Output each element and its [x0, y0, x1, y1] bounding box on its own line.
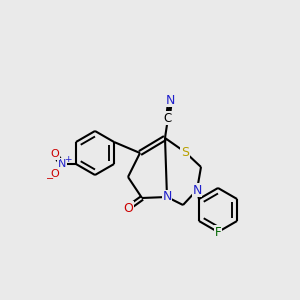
Text: −: −	[46, 174, 54, 184]
Text: N: N	[165, 94, 175, 106]
Text: N: N	[162, 190, 172, 203]
Text: S: S	[181, 146, 189, 158]
Text: O: O	[51, 169, 59, 179]
Text: F: F	[215, 226, 221, 238]
Text: O: O	[123, 202, 133, 214]
Text: O: O	[51, 149, 59, 159]
Text: +: +	[64, 154, 72, 164]
Text: N: N	[192, 184, 202, 196]
Text: N: N	[58, 159, 66, 169]
Text: C: C	[164, 112, 172, 124]
